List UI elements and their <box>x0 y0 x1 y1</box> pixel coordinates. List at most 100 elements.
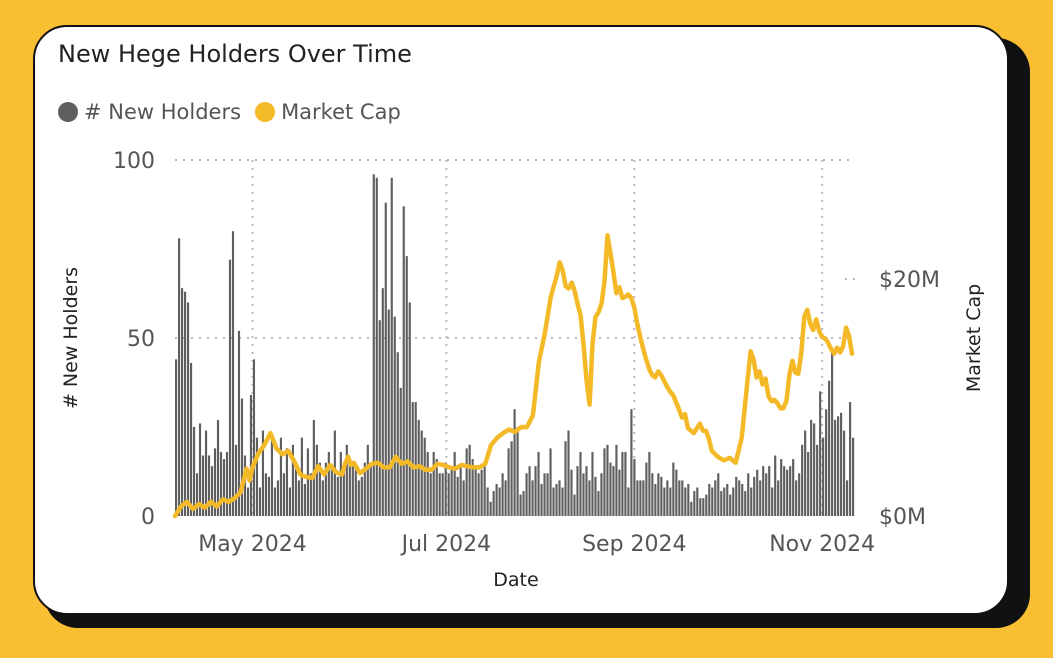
bar <box>390 177 393 517</box>
bar <box>597 491 600 516</box>
bar <box>618 469 621 516</box>
bar <box>735 476 738 516</box>
bar <box>201 455 205 516</box>
bar <box>360 476 363 516</box>
chart-title: New Hege Holders Over Time <box>58 40 412 68</box>
bar <box>837 416 840 516</box>
bar <box>291 444 294 516</box>
tick-labels: May 2024 Jul 2024 Sep 2024 Nov 2024 100 50 0 $2… <box>113 149 940 557</box>
bar <box>330 466 333 516</box>
bar <box>354 466 357 516</box>
y-right-tick-label: $20M <box>879 268 940 293</box>
x-axis-label: Date <box>493 569 538 591</box>
bar <box>660 476 663 516</box>
bar <box>219 451 223 516</box>
line-series <box>172 232 855 519</box>
bar <box>435 459 438 516</box>
bar <box>699 498 702 516</box>
bar <box>231 231 235 516</box>
bar <box>672 462 675 516</box>
bar <box>678 480 681 516</box>
bar <box>849 402 852 516</box>
bar <box>294 466 297 516</box>
bar <box>345 444 348 516</box>
bar <box>843 430 846 516</box>
bar <box>432 451 435 516</box>
bar <box>444 462 447 516</box>
bar <box>483 462 486 516</box>
bar <box>756 469 759 516</box>
bar <box>744 491 747 516</box>
bar <box>495 483 498 516</box>
bar <box>612 466 615 516</box>
bar <box>729 494 732 516</box>
bar <box>237 330 241 516</box>
bar <box>423 437 426 516</box>
bar <box>408 302 411 516</box>
bar <box>741 483 744 516</box>
bar <box>513 409 516 516</box>
bar-series <box>175 174 855 517</box>
bar <box>486 487 489 516</box>
bar <box>426 451 429 516</box>
bar <box>465 448 468 516</box>
bar <box>315 444 318 516</box>
bar <box>351 466 354 516</box>
bar <box>603 448 606 516</box>
bar <box>846 480 849 516</box>
bar <box>825 409 828 516</box>
bar <box>192 427 196 516</box>
bar <box>564 441 567 516</box>
y-right-tick-label: $0M <box>879 505 926 530</box>
bar <box>540 483 543 516</box>
bar <box>702 498 705 516</box>
bar <box>822 437 825 516</box>
bar <box>606 444 609 516</box>
legend: # New Holders Market Cap <box>58 100 415 124</box>
bar <box>717 473 720 516</box>
bar <box>684 487 687 516</box>
bar <box>222 459 226 516</box>
bar <box>255 437 259 516</box>
bar <box>405 256 408 516</box>
y-left-tick-label: 0 <box>141 505 155 530</box>
bar <box>585 466 588 516</box>
legend-item-market-cap[interactable]: Market Cap <box>255 100 401 124</box>
bar <box>690 501 693 516</box>
bar <box>438 473 441 516</box>
bar <box>750 487 753 516</box>
bar <box>663 487 666 516</box>
bar <box>621 451 624 516</box>
bar <box>336 476 339 516</box>
bar <box>210 466 214 516</box>
bar <box>609 462 612 516</box>
bar <box>645 462 648 516</box>
bar <box>369 466 372 516</box>
bar <box>321 480 324 516</box>
bar <box>480 469 483 516</box>
bar <box>276 480 280 516</box>
x-tick-label: May 2024 <box>198 532 306 557</box>
bar <box>195 473 199 516</box>
bar <box>519 494 522 516</box>
bar <box>264 473 268 516</box>
bar <box>243 455 247 516</box>
bar <box>789 466 792 516</box>
bar <box>783 466 786 516</box>
bar <box>774 455 777 516</box>
legend-item-new-holders[interactable]: # New Holders <box>58 100 241 124</box>
bar <box>414 402 417 516</box>
bar <box>252 359 256 516</box>
bar <box>183 291 187 516</box>
bar <box>522 491 525 516</box>
bar <box>831 352 834 516</box>
bar <box>387 309 390 516</box>
bar <box>654 483 657 516</box>
market-cap-line <box>172 232 855 519</box>
bar <box>420 430 423 516</box>
bar <box>720 491 723 516</box>
bar <box>552 487 555 516</box>
bar <box>474 466 477 516</box>
bar <box>840 412 843 516</box>
